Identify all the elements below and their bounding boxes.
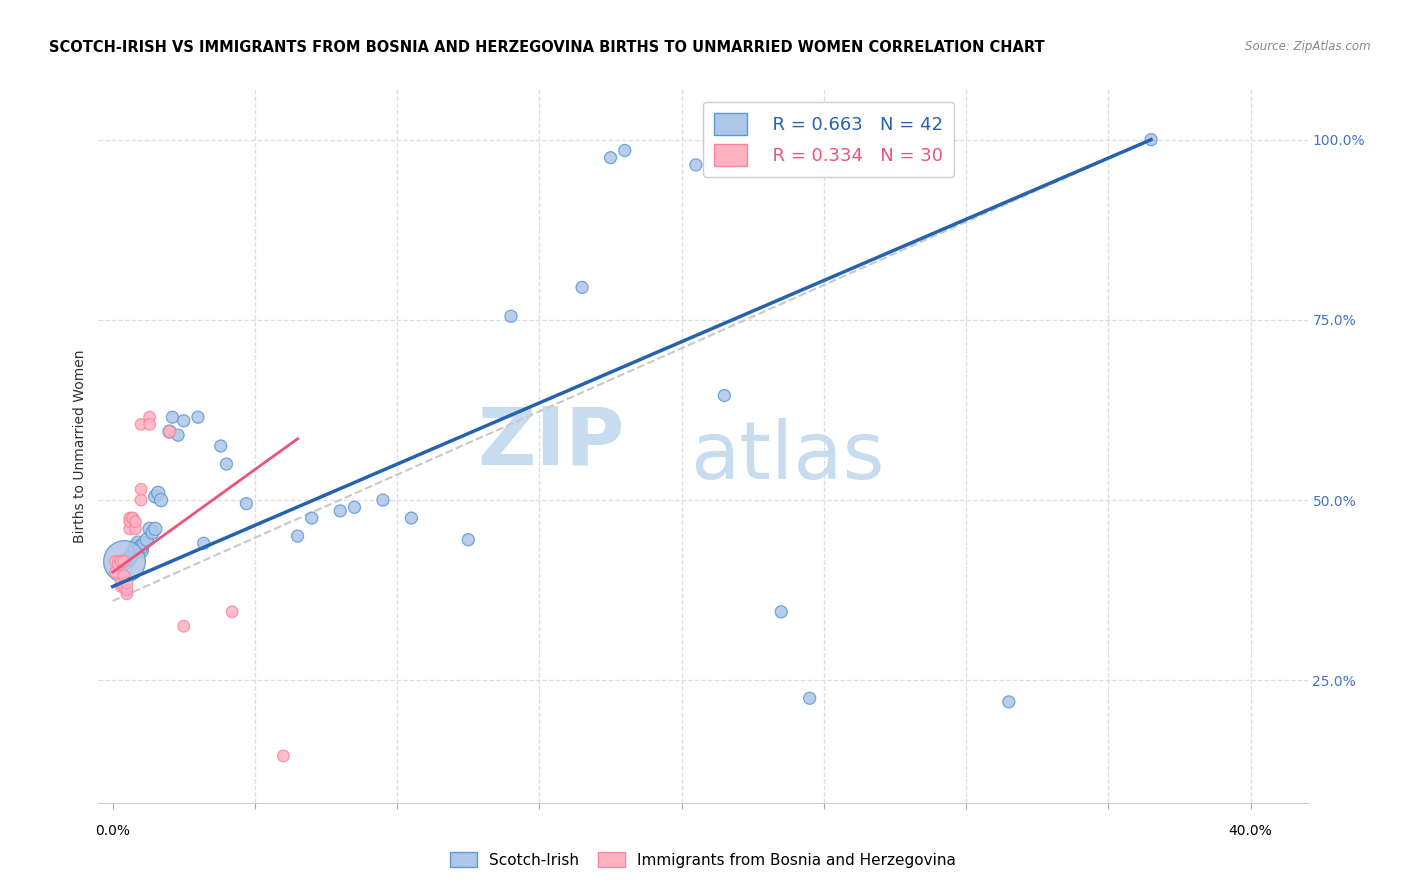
Point bbox=[146, 486, 169, 500]
Point bbox=[124, 543, 146, 558]
Point bbox=[107, 558, 129, 572]
Point bbox=[143, 522, 166, 536]
Point bbox=[124, 522, 146, 536]
Point bbox=[162, 410, 184, 425]
Point bbox=[121, 547, 143, 561]
Point bbox=[118, 511, 141, 525]
Point bbox=[121, 511, 143, 525]
Point bbox=[613, 144, 636, 158]
Point bbox=[112, 568, 135, 582]
Point bbox=[129, 417, 152, 432]
Point bbox=[371, 493, 394, 508]
Point bbox=[110, 554, 132, 568]
Point bbox=[221, 605, 243, 619]
Point bbox=[143, 490, 166, 504]
Point bbox=[599, 151, 621, 165]
Point bbox=[112, 554, 135, 568]
Y-axis label: Births to Unmarried Women: Births to Unmarried Women bbox=[73, 350, 87, 542]
Point bbox=[115, 583, 138, 598]
Point bbox=[110, 554, 132, 568]
Point bbox=[110, 576, 132, 591]
Point bbox=[457, 533, 479, 547]
Point bbox=[141, 525, 163, 540]
Point bbox=[138, 522, 160, 536]
Point bbox=[713, 388, 735, 402]
Point bbox=[115, 554, 138, 568]
Point bbox=[215, 457, 238, 471]
Point bbox=[129, 493, 152, 508]
Point bbox=[150, 493, 173, 508]
Point bbox=[301, 511, 323, 525]
Text: Source: ZipAtlas.com: Source: ZipAtlas.com bbox=[1246, 40, 1371, 54]
Point bbox=[343, 500, 366, 515]
Point bbox=[115, 576, 138, 591]
Point bbox=[129, 540, 152, 554]
Point bbox=[112, 580, 135, 594]
Point bbox=[173, 414, 195, 428]
Point bbox=[235, 497, 257, 511]
Point bbox=[187, 410, 209, 425]
Legend: Scotch-Irish, Immigrants from Bosnia and Herzegovina: Scotch-Irish, Immigrants from Bosnia and… bbox=[443, 846, 963, 873]
Legend:   R = 0.663   N = 42,   R = 0.334   N = 30: R = 0.663 N = 42, R = 0.334 N = 30 bbox=[703, 102, 953, 177]
Point bbox=[159, 425, 181, 439]
Point bbox=[998, 695, 1021, 709]
Point bbox=[129, 543, 152, 558]
Point bbox=[104, 554, 127, 568]
Point bbox=[273, 748, 295, 763]
Point bbox=[287, 529, 309, 543]
Point bbox=[685, 158, 707, 172]
Point bbox=[329, 504, 352, 518]
Point bbox=[127, 536, 149, 550]
Text: 0.0%: 0.0% bbox=[96, 824, 131, 838]
Point bbox=[1140, 133, 1163, 147]
Point bbox=[110, 580, 132, 594]
Point bbox=[138, 410, 160, 425]
Text: ZIP: ZIP bbox=[477, 403, 624, 482]
Point bbox=[799, 691, 821, 706]
Text: SCOTCH-IRISH VS IMMIGRANTS FROM BOSNIA AND HERZEGOVINA BIRTHS TO UNMARRIED WOMEN: SCOTCH-IRISH VS IMMIGRANTS FROM BOSNIA A… bbox=[49, 40, 1045, 55]
Point bbox=[118, 550, 141, 565]
Text: 40.0%: 40.0% bbox=[1229, 824, 1272, 838]
Point bbox=[159, 425, 181, 439]
Point bbox=[193, 536, 215, 550]
Point bbox=[124, 515, 146, 529]
Point bbox=[118, 515, 141, 529]
Point bbox=[118, 522, 141, 536]
Point bbox=[124, 540, 146, 554]
Point bbox=[571, 280, 593, 294]
Point bbox=[135, 533, 157, 547]
Point bbox=[129, 482, 152, 496]
Point bbox=[112, 554, 135, 568]
Point bbox=[209, 439, 232, 453]
Point bbox=[132, 536, 155, 550]
Point bbox=[167, 428, 190, 442]
Point bbox=[121, 511, 143, 525]
Point bbox=[107, 554, 129, 568]
Point bbox=[115, 587, 138, 601]
Point bbox=[173, 619, 195, 633]
Point bbox=[138, 417, 160, 432]
Point bbox=[104, 565, 127, 579]
Text: atlas: atlas bbox=[690, 417, 884, 496]
Point bbox=[401, 511, 423, 525]
Point bbox=[499, 310, 522, 324]
Point bbox=[770, 605, 793, 619]
